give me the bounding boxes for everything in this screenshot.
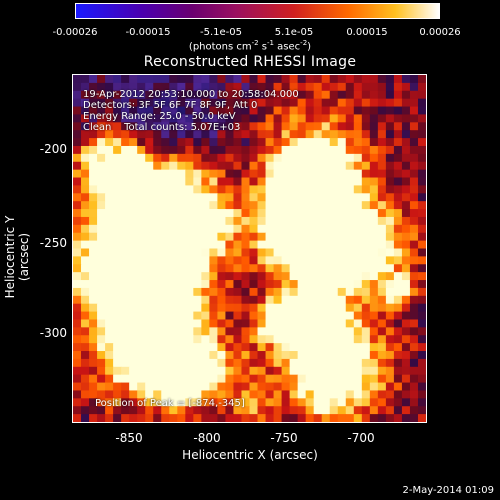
colorbar-tick: -0.00015 xyxy=(125,27,171,38)
colorbar-tick: 0.00026 xyxy=(419,27,461,38)
heatmap-image xyxy=(73,75,426,422)
annotation-peak-position: Position of Peak = [-874,-345] xyxy=(95,398,245,409)
y-tick-label: -300 xyxy=(39,326,67,340)
y-tick-label: -200 xyxy=(39,142,67,156)
y-axis-label: Heliocentric Y (arcsec) xyxy=(3,215,31,299)
image-title: Reconstructed RHESSI Image xyxy=(143,54,357,70)
colorbar-tick: 0.00015 xyxy=(346,27,388,38)
colorbar-tick: 5.1e-05 xyxy=(274,27,314,38)
colorbar xyxy=(75,3,440,19)
x-tick-label: -750 xyxy=(270,431,298,445)
colorbar-tick: -5.1e-05 xyxy=(200,27,242,38)
x-tick-label: -700 xyxy=(347,431,375,445)
annotation-detectors: Detectors: 3F 5F 6F 7F 8F 9F, Att 0 xyxy=(83,100,258,111)
annotation-clean: Clean xyxy=(83,122,112,133)
x-axis-label: Heliocentric X (arcsec) xyxy=(182,448,318,462)
x-tick-label: -800 xyxy=(193,431,221,445)
annotation-energy-range: Energy Range: 25.0 - 50.0 keV xyxy=(83,111,236,122)
image-plot: 19-Apr-2012 20:53:10.000 to 20:58:04.000… xyxy=(72,74,427,423)
y-tick-label: -250 xyxy=(39,236,67,250)
annotation-time-range: 19-Apr-2012 20:53:10.000 to 20:58:04.000 xyxy=(83,89,299,100)
x-tick-label: -850 xyxy=(115,431,143,445)
timestamp: 2-May-2014 01:09 xyxy=(402,485,494,496)
colorbar-units: (photons cm-2 s-1 asec-2) xyxy=(188,39,312,53)
annotation-counts: Clean Total counts: 5.07E+03 xyxy=(83,122,240,133)
annotation-total-counts: Total counts: 5.07E+03 xyxy=(124,122,241,133)
colorbar-tick: -0.00026 xyxy=(52,27,98,38)
